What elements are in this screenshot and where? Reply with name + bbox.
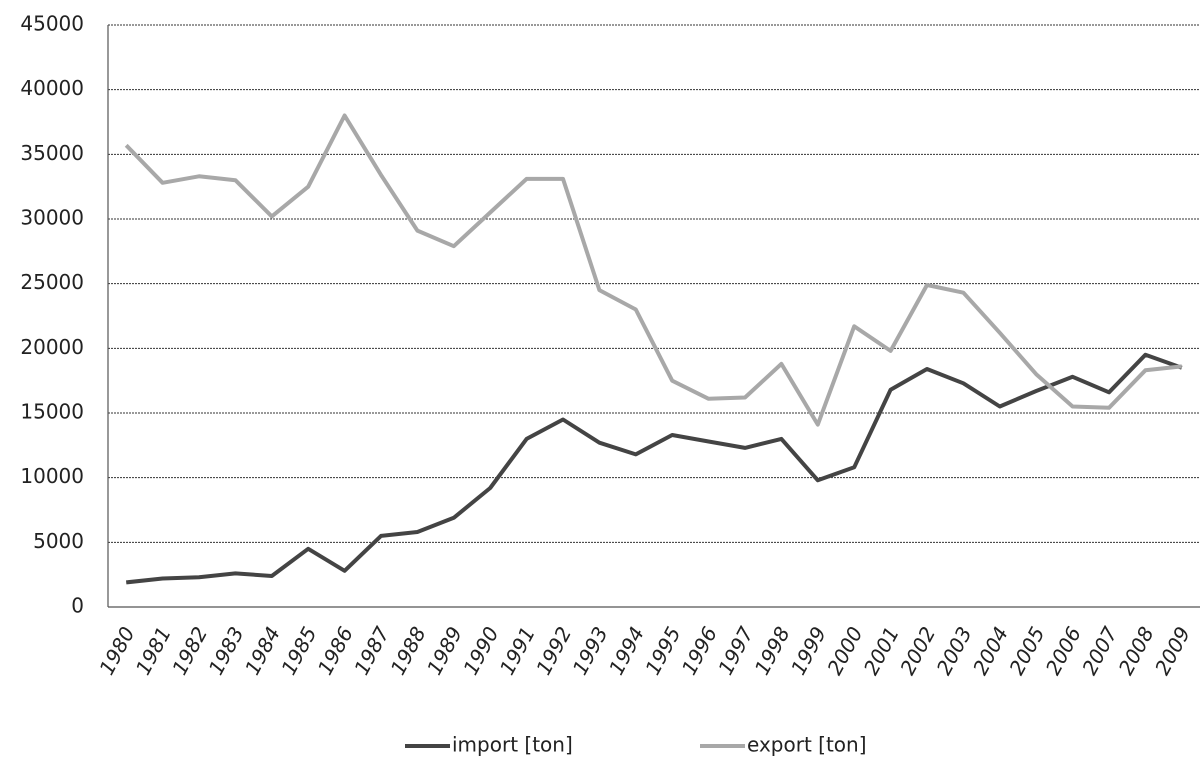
x-tick-label: 1982 — [167, 623, 212, 679]
x-tick-label: 1985 — [276, 623, 321, 679]
x-tick-label: 1986 — [313, 623, 358, 679]
x-tick-label: 1984 — [240, 623, 285, 679]
y-tick-label: 25000 — [20, 270, 84, 294]
x-tick-label: 1994 — [604, 623, 649, 679]
x-tick-label: 2001 — [859, 623, 904, 679]
y-tick-label: 20000 — [20, 335, 84, 359]
x-tick-label: 1989 — [422, 623, 467, 679]
x-tick-label: 2000 — [822, 623, 867, 679]
x-tick-label: 2006 — [1041, 623, 1086, 679]
x-tick-label: 1987 — [349, 622, 394, 678]
x-tick-label: 2007 — [1077, 622, 1122, 678]
series-line — [125, 352, 1183, 585]
y-tick-label: 35000 — [20, 141, 84, 165]
x-tick-label: 1998 — [750, 623, 795, 679]
x-tick-label: 1999 — [786, 623, 831, 679]
x-tick-label: 2004 — [968, 623, 1013, 679]
x-tick-label: 2008 — [1114, 623, 1159, 679]
x-tick-label: 1980 — [94, 623, 139, 679]
y-tick-label: 40000 — [20, 76, 84, 100]
y-tick-label: 30000 — [20, 206, 84, 230]
x-tick-label: 1981 — [131, 623, 176, 679]
y-tick-label: 45000 — [20, 12, 84, 36]
series-line — [124, 113, 1183, 427]
x-tick-label: 2005 — [1004, 623, 1049, 679]
x-tick-label: 1990 — [458, 623, 503, 679]
x-tick-label: 1995 — [640, 623, 685, 679]
x-tick-label: 1992 — [531, 623, 576, 679]
x-tick-label: 1993 — [568, 623, 613, 679]
x-tick-label: 1991 — [495, 623, 540, 679]
x-tick-label: 1997 — [713, 622, 758, 678]
x-tick-label: 1983 — [204, 623, 249, 679]
y-tick-label: 10000 — [20, 464, 84, 488]
legend-label: export [ton] — [747, 733, 867, 757]
x-tick-label: 2003 — [932, 623, 977, 679]
y-tick-label: 15000 — [20, 400, 84, 424]
y-tick-label: 5000 — [33, 529, 84, 553]
y-tick-label: 0 — [71, 594, 84, 618]
x-tick-label: 2009 — [1150, 623, 1195, 679]
x-tick-label: 1988 — [386, 623, 431, 679]
x-tick-label: 1996 — [677, 623, 722, 679]
x-tick-label: 2002 — [895, 623, 940, 679]
legend-label: import [ton] — [452, 733, 573, 757]
